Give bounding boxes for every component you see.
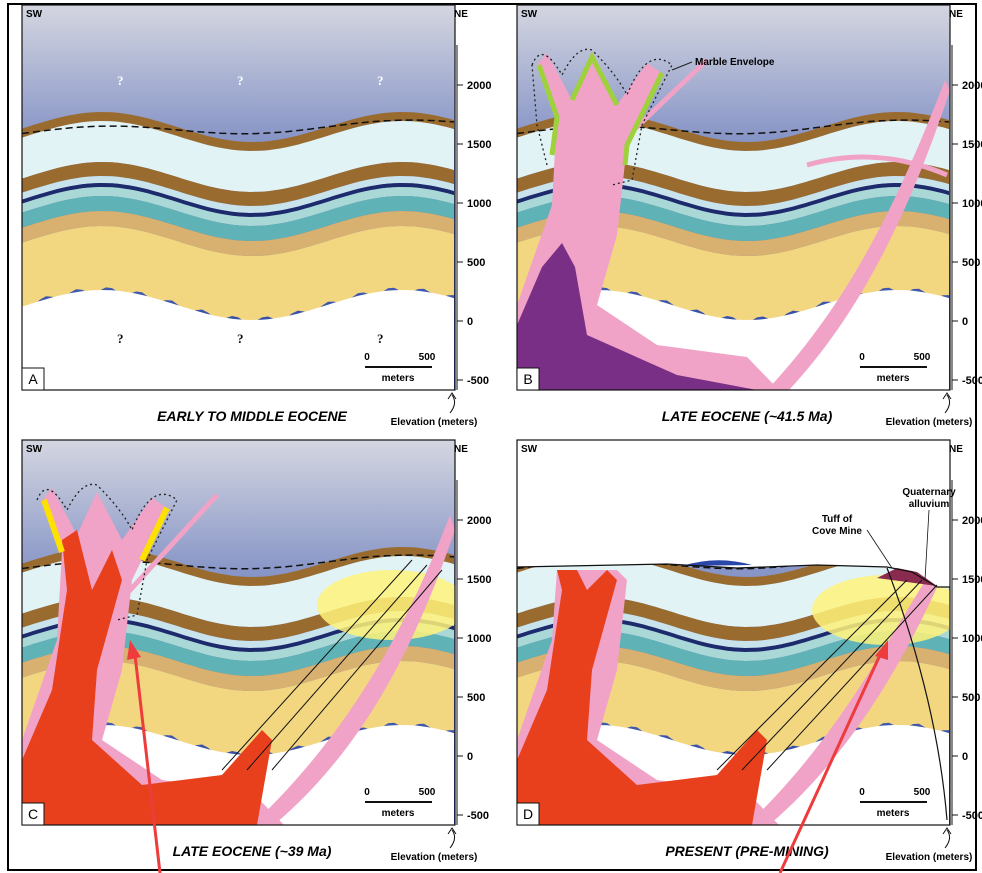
elevation-label: -500 — [467, 810, 489, 822]
elevation-label: 1500 — [467, 139, 491, 151]
scale-end: 500 — [419, 352, 436, 363]
left-label: SW — [26, 444, 43, 455]
scale-start: 0 — [364, 352, 370, 363]
caption: LATE EOCENE (~39 Ma) — [173, 843, 332, 859]
elevation-label: 0 — [962, 751, 968, 763]
axis-label: Elevation (meters) — [391, 417, 478, 428]
panel-letter: C — [28, 806, 38, 822]
scale-unit: meters — [382, 808, 415, 819]
question-mark: ? — [117, 331, 124, 346]
panel: B SW NE 2000 1500 1000 500 0 -500 0 500 meters LATE … — [517, 5, 982, 440]
scale-start: 0 — [364, 787, 370, 798]
annotation: Tuff of — [822, 514, 853, 525]
axis-arrow — [943, 393, 951, 413]
panel-letter: A — [28, 371, 38, 387]
elevation-label: 2000 — [467, 515, 491, 527]
elevation-label: 1500 — [467, 574, 491, 586]
elevation-label: 500 — [467, 257, 485, 269]
question-mark: ? — [377, 331, 384, 346]
left-label: SW — [521, 444, 538, 455]
elevation-label: 2000 — [962, 515, 982, 527]
elevation-label: 0 — [467, 316, 473, 328]
panel: C SW NE 2000 1500 1000 500 0 -500 0 500 meters LATE … — [22, 440, 491, 873]
elevation-label: 500 — [962, 257, 980, 269]
scale-unit: meters — [877, 373, 910, 384]
question-mark: ? — [117, 73, 124, 88]
elevation-label: 1000 — [962, 633, 982, 645]
annotation: Cove Mine — [812, 526, 862, 537]
annotation: Marble Envelope — [695, 57, 775, 68]
caption: PRESENT (PRE-MINING) — [665, 843, 829, 859]
elevation-label: 2000 — [962, 80, 982, 92]
scale-end: 500 — [914, 352, 931, 363]
axis-arrow — [448, 393, 456, 413]
elevation-label: 500 — [467, 692, 485, 704]
panel: A SW NE 2000 1500 1000 500 0 -500 0 500 meters EARLY… — [22, 5, 491, 440]
right-label: NE — [949, 9, 963, 20]
scale-start: 0 — [859, 352, 865, 363]
elevation-label: -500 — [467, 375, 489, 387]
left-label: SW — [521, 9, 538, 20]
axis-arrow — [448, 828, 456, 848]
elevation-label: 1000 — [962, 198, 982, 210]
scale-end: 500 — [914, 787, 931, 798]
caption: EARLY TO MIDDLE EOCENE — [157, 408, 347, 424]
axis-arrow — [943, 828, 951, 848]
scale-unit: meters — [877, 808, 910, 819]
scale-start: 0 — [859, 787, 865, 798]
caption: LATE EOCENE (~41.5 Ma) — [662, 408, 833, 424]
panel-letter: B — [523, 371, 532, 387]
right-label: NE — [454, 444, 468, 455]
question-mark: ? — [237, 73, 244, 88]
panel-letter: D — [523, 806, 533, 822]
figure: A SW NE 2000 1500 1000 500 0 -500 0 500 meters EARLY… — [0, 0, 982, 873]
elevation-label: 2000 — [467, 80, 491, 92]
elevation-label: 1000 — [467, 198, 491, 210]
elevation-label: -500 — [962, 810, 982, 822]
question-mark: ? — [237, 331, 244, 346]
elevation-label: 500 — [962, 692, 980, 704]
axis-label: Elevation (meters) — [886, 852, 973, 863]
axis-label: Elevation (meters) — [886, 417, 973, 428]
elevation-label: 1500 — [962, 574, 982, 586]
right-label: NE — [454, 9, 468, 20]
scale-unit: meters — [382, 373, 415, 384]
axis-label: Elevation (meters) — [391, 852, 478, 863]
elevation-label: 1500 — [962, 139, 982, 151]
annotation: alluvium — [909, 499, 950, 510]
elevation-label: 0 — [467, 751, 473, 763]
left-label: SW — [26, 9, 43, 20]
elevation-label: 1000 — [467, 633, 491, 645]
right-label: NE — [949, 444, 963, 455]
annotation: Quaternary — [902, 487, 956, 498]
question-mark: ? — [377, 73, 384, 88]
panel: D SW NE 2000 1500 1000 500 0 -500 0 500 meters PRESE… — [517, 440, 982, 873]
elevation-label: -500 — [962, 375, 982, 387]
elevation-label: 0 — [962, 316, 968, 328]
scale-end: 500 — [419, 787, 436, 798]
